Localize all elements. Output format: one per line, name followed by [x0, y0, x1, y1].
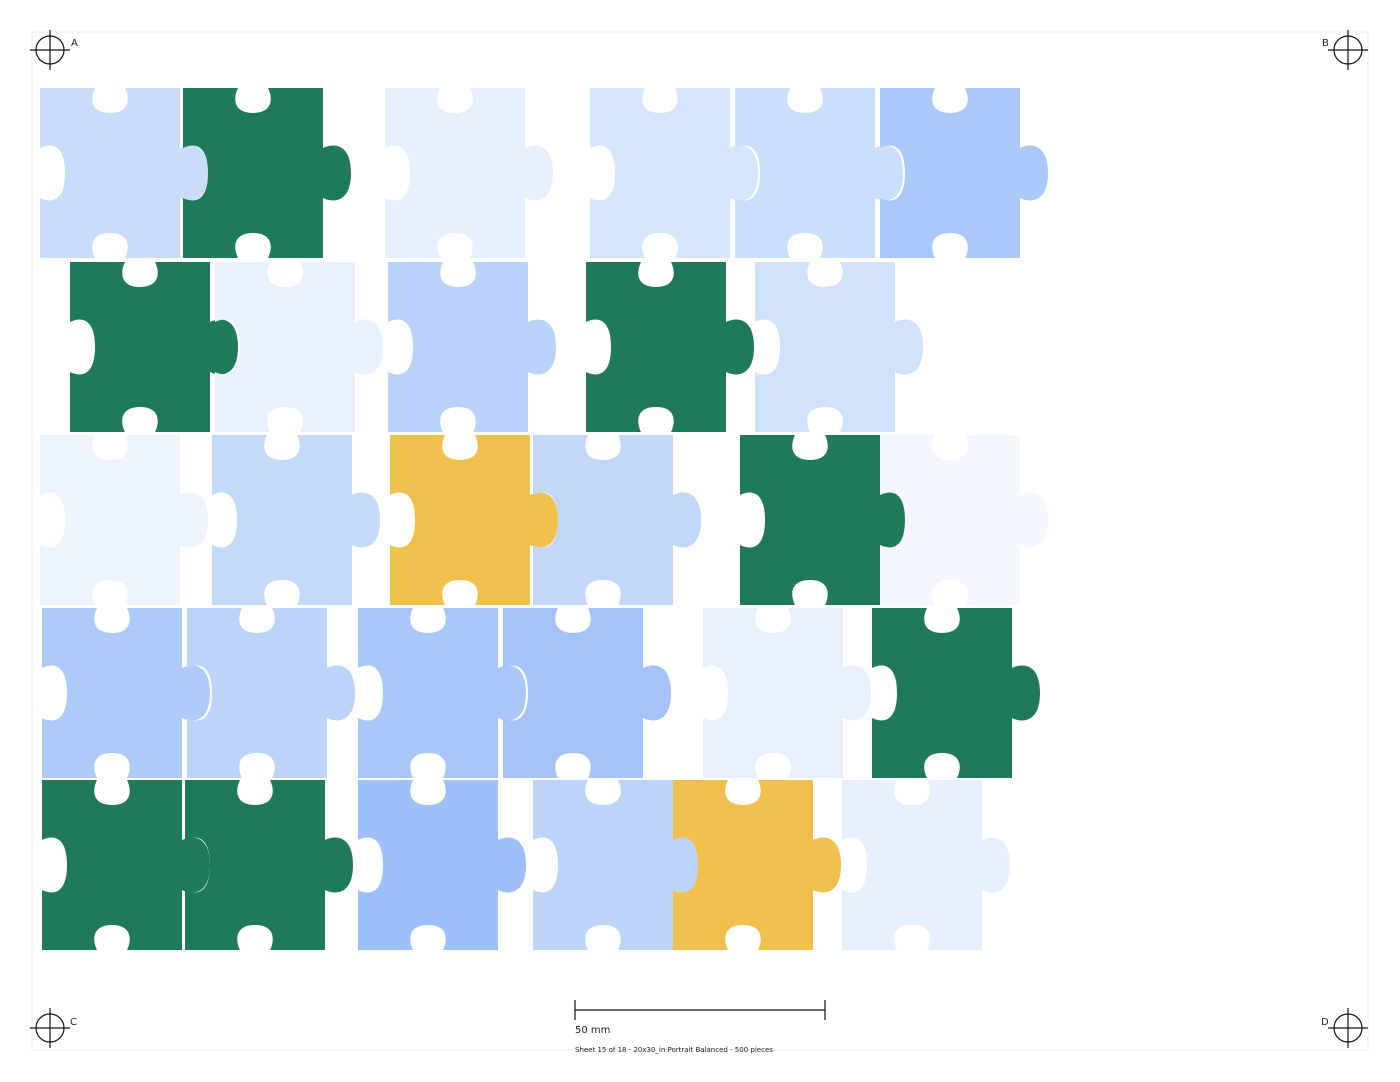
piece	[40, 88, 208, 258]
piece	[70, 262, 238, 432]
sheet-border	[31, 31, 1369, 1051]
piece	[586, 262, 754, 432]
piece	[590, 88, 758, 258]
piece	[212, 435, 380, 605]
piece	[183, 88, 351, 258]
piece	[703, 608, 871, 778]
corner-label: B	[1322, 38, 1329, 49]
piece	[735, 88, 903, 258]
piece	[755, 262, 923, 432]
piece	[40, 435, 208, 605]
puzzle-pieces	[40, 88, 1048, 950]
piece	[358, 608, 526, 778]
scale-bar	[574, 1000, 826, 1020]
piece	[503, 608, 671, 778]
piece	[185, 780, 353, 950]
corner-label: C	[70, 1017, 77, 1028]
piece	[215, 262, 383, 432]
corner-label: D	[1321, 1017, 1329, 1028]
registration-mark	[1328, 1008, 1368, 1048]
piece	[533, 435, 701, 605]
footer-text: Sheet 15 of 18 - 20x30_in Portrait Balan…	[575, 1046, 773, 1054]
registration-mark	[1328, 30, 1368, 70]
piece	[872, 608, 1040, 778]
registration-marks	[30, 30, 1368, 1048]
corner-label: A	[71, 38, 78, 49]
piece	[42, 608, 210, 778]
scale-label: 50 mm	[575, 1025, 610, 1036]
piece	[42, 780, 210, 950]
piece	[880, 88, 1048, 258]
registration-mark	[30, 30, 70, 70]
piece	[673, 780, 841, 950]
piece	[358, 780, 526, 950]
piece	[880, 435, 1048, 605]
piece	[842, 780, 1010, 950]
registration-mark	[30, 1008, 70, 1048]
piece	[388, 262, 556, 432]
piece	[390, 435, 558, 605]
piece	[385, 88, 553, 258]
piece	[187, 608, 355, 778]
